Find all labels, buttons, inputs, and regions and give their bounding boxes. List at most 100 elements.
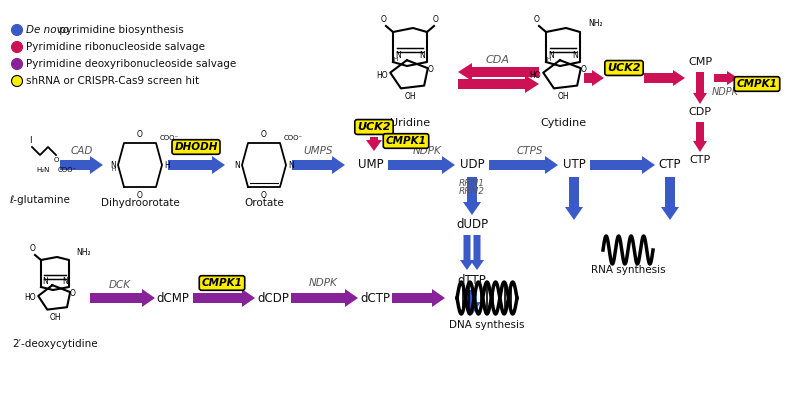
Text: UDP: UDP [460,158,484,171]
Text: Uridine: Uridine [390,118,430,128]
Text: Pyrimidine deoxyribonucleoside salvage: Pyrimidine deoxyribonucleoside salvage [26,59,236,69]
Polygon shape [584,70,604,86]
Text: CMPK1: CMPK1 [386,136,426,146]
Text: OH: OH [557,92,569,101]
Text: N: N [572,52,578,60]
Text: 2′-deoxycytidine: 2′-deoxycytidine [12,339,98,349]
Polygon shape [458,75,539,93]
Polygon shape [644,70,685,86]
Polygon shape [193,289,255,307]
Text: dCMP: dCMP [157,291,190,304]
Text: H: H [112,167,116,172]
Text: UMP: UMP [358,158,384,171]
Polygon shape [292,156,345,174]
Text: Dihydroorotate: Dihydroorotate [101,198,179,208]
Text: H: H [164,160,170,170]
Text: CTPS: CTPS [517,146,543,156]
Text: DNA synthesis: DNA synthesis [450,320,525,330]
Circle shape [11,42,22,52]
Polygon shape [291,289,358,307]
Polygon shape [460,235,474,270]
Polygon shape [693,72,707,104]
Text: Orotate: Orotate [244,198,284,208]
Text: De novo: De novo [26,25,69,35]
Text: O: O [30,244,36,253]
Text: N: N [395,52,401,60]
Circle shape [11,76,22,87]
Text: OH: OH [49,313,61,322]
Polygon shape [60,156,103,174]
Text: dCTP: dCTP [360,291,390,304]
Polygon shape [489,156,558,174]
Text: HO: HO [376,71,388,79]
Circle shape [11,58,22,69]
Text: N: N [548,52,554,60]
Text: O: O [581,66,587,74]
Text: O: O [54,157,58,163]
Polygon shape [90,289,155,307]
Text: N: N [62,278,68,286]
Text: O: O [261,191,267,200]
Text: NDPK: NDPK [413,146,442,156]
Text: COO⁻: COO⁻ [58,167,78,173]
Text: dCDP: dCDP [257,291,289,304]
Text: shRNA or CRISPR-Cas9 screen hit: shRNA or CRISPR-Cas9 screen hit [26,76,199,86]
Text: Pyrimidine ribonucleoside salvage: Pyrimidine ribonucleoside salvage [26,42,205,52]
Text: N: N [419,52,425,60]
Text: O: O [433,15,439,24]
Text: O: O [70,289,76,299]
Text: CDA: CDA [486,55,510,65]
Polygon shape [714,71,738,85]
Polygon shape [565,177,583,220]
Circle shape [11,24,22,36]
Text: COO⁻: COO⁻ [284,135,303,141]
Text: O: O [534,15,540,24]
Text: CMPK1: CMPK1 [737,79,778,89]
Text: OH: OH [404,92,416,101]
Text: CDP: CDP [689,107,711,117]
Text: CTP: CTP [658,158,682,171]
Polygon shape [458,63,539,81]
Text: DHODH: DHODH [174,142,218,152]
Text: CTP: CTP [690,155,710,165]
Text: UMPS: UMPS [303,146,333,156]
Text: O: O [137,130,143,139]
Text: dTTP: dTTP [458,273,486,286]
Text: NDPK: NDPK [309,278,338,288]
Polygon shape [463,177,481,215]
Text: HO: HO [24,294,36,302]
Text: dUDP: dUDP [456,218,488,231]
Text: CAD: CAD [71,146,93,156]
Text: O: O [261,130,267,139]
Text: H: H [547,57,551,62]
Text: HO: HO [530,71,541,79]
Polygon shape [366,137,382,151]
Text: RNA synthesis: RNA synthesis [590,265,666,275]
Polygon shape [693,122,707,152]
Text: CMP: CMP [688,57,712,67]
Text: NH₂: NH₂ [76,248,90,257]
Text: RRM2: RRM2 [459,187,485,197]
Polygon shape [470,235,484,270]
Text: ℓ-glutamine: ℓ-glutamine [10,195,70,205]
Text: UCK2: UCK2 [607,63,641,73]
Text: O: O [381,15,387,24]
Polygon shape [388,156,455,174]
Text: NDPK: NDPK [711,87,738,97]
Text: N: N [234,160,240,170]
Text: H₂N: H₂N [37,167,50,173]
Text: NH₂: NH₂ [588,19,602,28]
Polygon shape [661,177,679,220]
Polygon shape [392,289,445,307]
Text: Cytidine: Cytidine [540,118,586,128]
Text: UTP: UTP [562,158,586,171]
Text: UCK2: UCK2 [358,122,390,132]
Text: COO⁻: COO⁻ [160,135,179,141]
Text: O: O [428,66,434,74]
Text: pyrimidine biosynthesis: pyrimidine biosynthesis [56,25,184,35]
Text: RRM1: RRM1 [459,178,485,187]
Text: N: N [110,160,116,170]
Text: O: O [137,191,143,200]
Text: I: I [29,136,31,145]
Polygon shape [590,156,655,174]
